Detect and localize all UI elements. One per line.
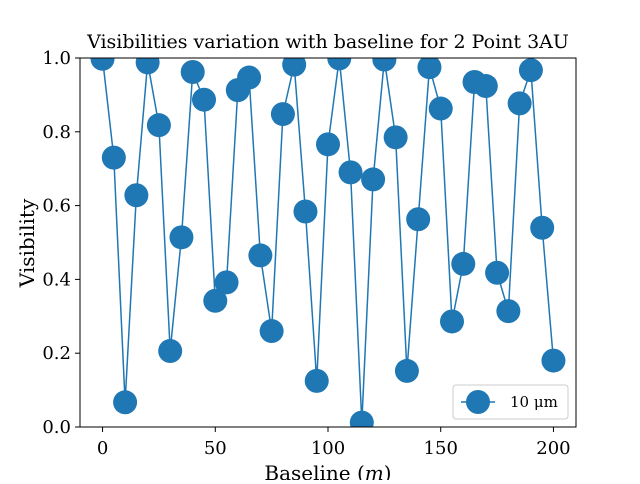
data-point: [496, 299, 521, 324]
data-point: [101, 145, 126, 170]
y-axis-title: Visibility: [15, 198, 39, 288]
data-point: [451, 251, 476, 276]
chart-title: Visibilities variation with baseline for…: [86, 31, 569, 53]
x-tick-label: 150: [424, 438, 458, 459]
data-point: [146, 113, 171, 138]
plot-frame: [79, 57, 577, 428]
data-point: [169, 225, 194, 250]
data-point: [485, 260, 510, 285]
y-tick-label: 0.6: [42, 196, 71, 217]
data-point: [541, 348, 566, 373]
data-point: [372, 58, 397, 72]
legend-marker: [466, 390, 490, 414]
data-point: [530, 215, 555, 240]
data-point: [282, 58, 307, 77]
data-point: [304, 368, 329, 393]
data-point: [327, 58, 352, 71]
y-tick-label: 0.2: [42, 343, 71, 364]
data-point: [192, 87, 216, 112]
data-point: [440, 309, 464, 334]
data-point: [237, 65, 262, 90]
data-point: [473, 74, 498, 99]
series-group: [90, 58, 566, 427]
data-point: [90, 58, 115, 71]
data-point: [361, 167, 386, 192]
data-point: [135, 58, 160, 75]
data-point: [158, 338, 183, 363]
data-point: [124, 183, 149, 208]
data-point: [394, 358, 419, 383]
data-point: [518, 58, 543, 83]
data-point: [507, 91, 532, 116]
data-point: [338, 160, 363, 185]
data-point: [428, 96, 453, 121]
plot-area: 0 50 100 150 200 0.0 0.2 0.4 0.6 0.8 1.0: [42, 48, 577, 459]
y-tick-label: 1.0: [42, 48, 71, 69]
y-tick-label: 0.8: [42, 122, 71, 143]
x-tick-label: 100: [311, 438, 345, 459]
data-point: [406, 207, 431, 232]
data-point: [293, 199, 318, 224]
data-point: [383, 125, 408, 150]
data-point: [259, 319, 284, 344]
x-tick-label: 200: [536, 438, 570, 459]
x-tick-label: 50: [204, 438, 227, 459]
x-axis-title-unit: m: [365, 461, 384, 480]
data-point: [417, 58, 442, 80]
x-tick-label: 0: [97, 438, 108, 459]
data-point: [113, 390, 138, 415]
data-point: [248, 243, 273, 268]
legend-label: 10 μm: [510, 393, 558, 411]
data-point: [349, 410, 374, 427]
legend: 10 μm: [452, 384, 569, 420]
x-axis-title: Baseline (m): [264, 461, 391, 480]
y-tick-label: 0.4: [42, 269, 71, 290]
data-point: [316, 132, 340, 157]
x-axis-title-close: ): [384, 461, 392, 480]
data-point: [270, 102, 295, 127]
x-axis-title-text: Baseline (: [264, 461, 364, 480]
data-point: [180, 60, 205, 85]
data-point: [203, 288, 228, 313]
y-tick-label: 0.0: [42, 417, 71, 438]
data-point: [214, 270, 239, 295]
